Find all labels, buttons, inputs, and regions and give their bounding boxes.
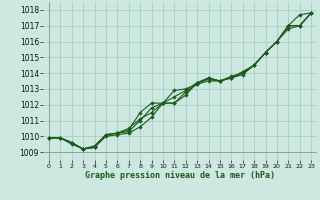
X-axis label: Graphe pression niveau de la mer (hPa): Graphe pression niveau de la mer (hPa)	[85, 171, 275, 180]
